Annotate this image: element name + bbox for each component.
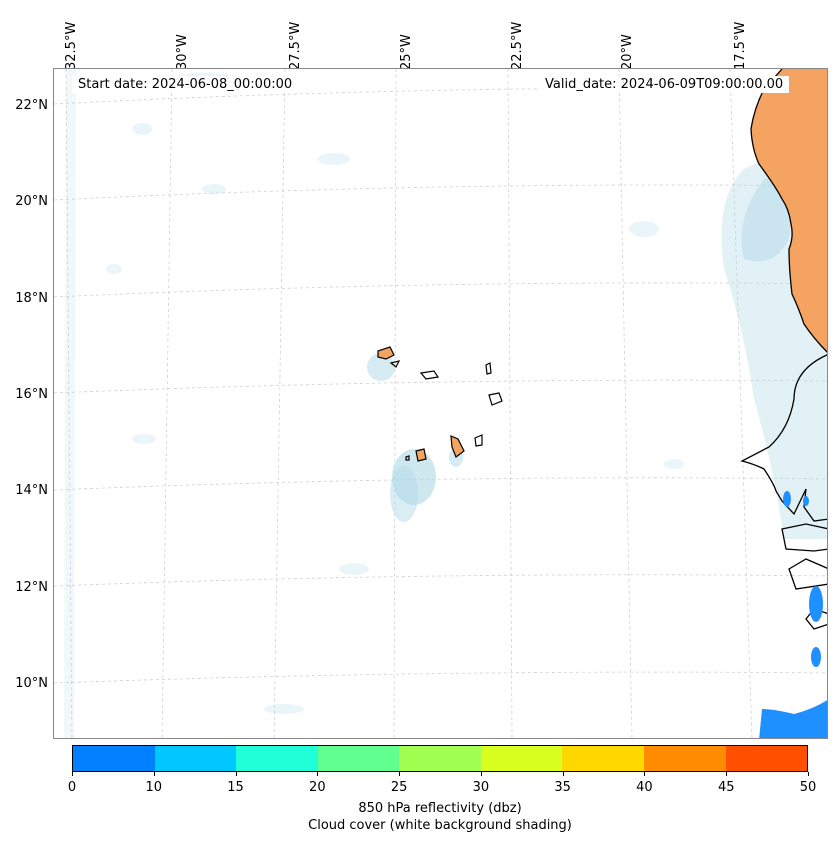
colorbar-tick-label: 20 <box>309 780 326 795</box>
colorbar-tick-mark <box>480 772 482 776</box>
colorbar-tick-label: 25 <box>390 780 408 795</box>
valid-date-label: Valid_date: 2024-06-09T09:00:00.00 <box>539 76 790 93</box>
lon-label: 22.5°W <box>510 21 525 70</box>
colorbar-segment <box>236 746 318 771</box>
colorbar-tick-label: 0 <box>67 780 77 795</box>
lat-label: 10°N <box>15 676 48 691</box>
colorbar-tick-label: 10 <box>145 780 163 795</box>
lon-label: 20°W <box>620 34 635 70</box>
colorbar-tick-mark <box>562 772 564 776</box>
colorbar-segment <box>643 746 726 771</box>
african-coast-land <box>751 69 827 352</box>
colorbar-tick-label: 35 <box>554 780 571 795</box>
colorbar-segment <box>73 746 155 771</box>
colorbar-segment <box>725 746 808 771</box>
colorbar-tick-mark <box>808 772 809 776</box>
colorbar-sublabel: Cloud cover (white background shading) <box>308 818 572 833</box>
lat-label: 18°N <box>15 291 48 306</box>
lat-label: 22°N <box>15 98 48 113</box>
colorbar-tick-mark <box>726 772 728 776</box>
colorbar-tick-mark <box>235 772 237 776</box>
colorbar-segment <box>399 746 481 771</box>
lon-label: 32.5°W <box>64 21 79 70</box>
lat-label: 12°N <box>15 580 48 595</box>
colorbar-tick-mark <box>644 772 646 776</box>
colorbar-tick-mark <box>399 772 401 776</box>
lon-label: 25°W <box>399 34 414 70</box>
colorbar-tick-label: 45 <box>717 780 735 795</box>
graticule <box>54 69 827 738</box>
colorbar-segment <box>317 746 400 771</box>
colorbar-segment <box>154 746 237 771</box>
colorbar-tick-label: 30 <box>472 780 490 795</box>
lon-label: 30°W <box>175 34 190 70</box>
cloud-cover <box>64 69 827 738</box>
colorbar <box>72 745 808 772</box>
start-date-label: Start date: 2024-06-08_00:00:00 <box>72 76 299 93</box>
reflectivity-echo <box>759 491 827 738</box>
lon-label: 27.5°W <box>288 21 303 70</box>
lat-label: 14°N <box>15 483 48 498</box>
lon-label: 17.5°W <box>733 21 748 70</box>
colorbar-tick-mark <box>317 772 319 776</box>
cape-verde-islands <box>377 346 503 462</box>
colorbar-segment <box>562 746 644 771</box>
colorbar-tick-mark <box>72 772 73 776</box>
map-panel[interactable] <box>53 68 828 739</box>
lat-label: 16°N <box>15 387 48 402</box>
lat-label: 20°N <box>15 194 48 209</box>
colorbar-segment <box>480 746 563 771</box>
colorbar-tick-mark <box>153 772 155 776</box>
colorbar-tick-label: 15 <box>227 780 244 795</box>
coastline <box>740 69 827 630</box>
colorbar-tick-label: 50 <box>799 780 817 795</box>
colorbar-label: 850 hPa reflectivity (dbz) <box>358 801 522 816</box>
map-canvas <box>54 69 827 738</box>
colorbar-tick-label: 40 <box>636 780 653 795</box>
